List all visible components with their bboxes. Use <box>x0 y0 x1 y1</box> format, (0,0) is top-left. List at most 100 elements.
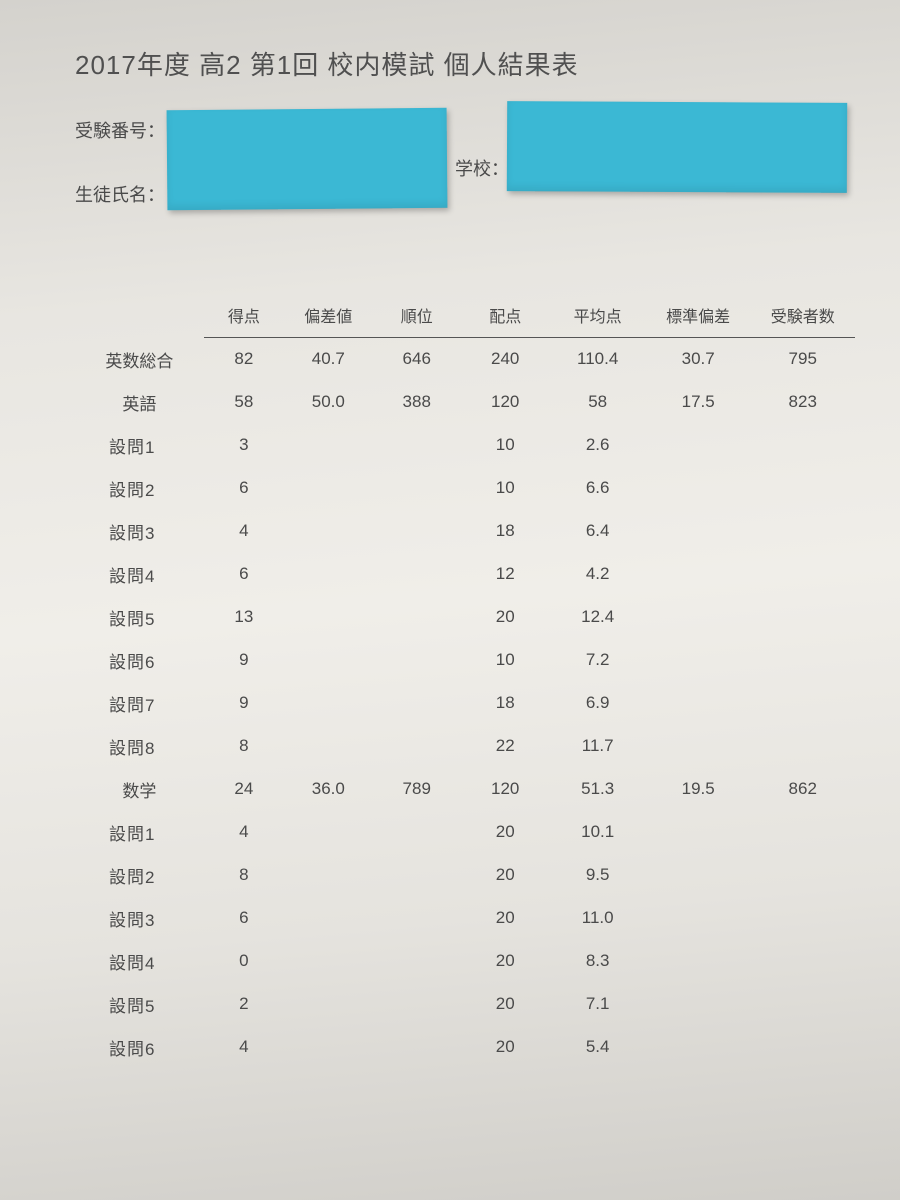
cell-deviation <box>284 811 372 854</box>
cell-deviation <box>284 467 372 510</box>
cell-deviation <box>284 682 372 725</box>
cell-average: 10.1 <box>549 811 645 854</box>
cell-stddev: 30.7 <box>646 338 751 381</box>
cell-label: 設問6 <box>75 1026 204 1069</box>
cell-examinees <box>750 725 855 768</box>
table-row: 数学2436.078912051.319.5862 <box>75 768 855 811</box>
cell-fullmarks: 20 <box>461 854 549 897</box>
cell-deviation <box>284 983 372 1026</box>
sticky-redaction-right <box>507 101 847 193</box>
cell-examinees <box>750 1026 855 1069</box>
table-row: 設問5132012.4 <box>75 596 855 639</box>
cell-fullmarks: 240 <box>461 338 549 381</box>
col-fullmarks: 配点 <box>461 295 549 338</box>
cell-deviation: 40.7 <box>284 338 372 381</box>
cell-deviation: 36.0 <box>284 768 372 811</box>
cell-rank <box>373 897 461 940</box>
cell-rank <box>373 510 461 553</box>
cell-score: 8 <box>204 725 284 768</box>
cell-stddev <box>646 983 751 1026</box>
cell-fullmarks: 10 <box>461 424 549 467</box>
cell-label: 設問5 <box>75 596 204 639</box>
cell-label: 数学 <box>75 768 204 811</box>
cell-rank <box>373 553 461 596</box>
cell-stddev <box>646 897 751 940</box>
cell-average: 5.4 <box>549 1026 645 1069</box>
cell-average: 58 <box>549 381 645 424</box>
cell-score: 13 <box>204 596 284 639</box>
cell-average: 11.7 <box>549 725 645 768</box>
cell-examinees <box>750 639 855 682</box>
page-title: 2017年度 高2 第1回 校内模試 個人結果表 <box>75 45 855 82</box>
cell-rank: 388 <box>373 381 461 424</box>
col-examinees: 受験者数 <box>750 295 855 338</box>
cell-stddev <box>646 854 751 897</box>
cell-fullmarks: 10 <box>461 467 549 510</box>
cell-fullmarks: 18 <box>461 682 549 725</box>
cell-examinees <box>750 811 855 854</box>
student-info: 受験番号： 生徒氏名： 学校： <box>75 117 855 245</box>
cell-stddev <box>646 424 751 467</box>
cell-label: 設問4 <box>75 553 204 596</box>
table-row: 設問13102.6 <box>75 424 855 467</box>
cell-rank: 789 <box>373 768 461 811</box>
cell-deviation <box>284 510 372 553</box>
cell-label: 英数総合 <box>75 338 204 381</box>
table-row: 設問40208.3 <box>75 940 855 983</box>
col-label <box>75 295 204 338</box>
cell-label: 設問2 <box>75 467 204 510</box>
cell-rank <box>373 940 461 983</box>
cell-average: 51.3 <box>549 768 645 811</box>
cell-fullmarks: 20 <box>461 983 549 1026</box>
cell-fullmarks: 20 <box>461 596 549 639</box>
cell-examinees: 795 <box>750 338 855 381</box>
cell-rank <box>373 725 461 768</box>
cell-average: 11.0 <box>549 897 645 940</box>
cell-rank <box>373 596 461 639</box>
cell-score: 3 <box>204 424 284 467</box>
cell-examinees <box>750 467 855 510</box>
cell-label: 設問2 <box>75 854 204 897</box>
cell-deviation <box>284 897 372 940</box>
cell-rank <box>373 1026 461 1069</box>
cell-label: 設問1 <box>75 811 204 854</box>
cell-deviation <box>284 596 372 639</box>
cell-rank <box>373 424 461 467</box>
cell-average: 110.4 <box>549 338 645 381</box>
table-row: 設問64205.4 <box>75 1026 855 1069</box>
cell-fullmarks: 20 <box>461 897 549 940</box>
cell-fullmarks: 22 <box>461 725 549 768</box>
cell-stddev <box>646 1026 751 1069</box>
cell-examinees <box>750 940 855 983</box>
table-row: 設問79186.9 <box>75 682 855 725</box>
cell-average: 7.1 <box>549 983 645 1026</box>
cell-average: 6.4 <box>549 510 645 553</box>
cell-label: 設問3 <box>75 510 204 553</box>
cell-examinees <box>750 596 855 639</box>
table-row: 設問34186.4 <box>75 510 855 553</box>
cell-average: 9.5 <box>549 854 645 897</box>
table-row: 英語5850.03881205817.5823 <box>75 381 855 424</box>
cell-label: 設問5 <box>75 983 204 1026</box>
cell-fullmarks: 20 <box>461 811 549 854</box>
col-rank: 順位 <box>373 295 461 338</box>
cell-stddev: 17.5 <box>646 381 751 424</box>
table-row: 英数総合8240.7646240110.430.7795 <box>75 338 855 381</box>
cell-deviation <box>284 854 372 897</box>
cell-label: 設問7 <box>75 682 204 725</box>
cell-examinees <box>750 553 855 596</box>
table-row: 設問882211.7 <box>75 725 855 768</box>
col-stddev: 標準偏差 <box>646 295 751 338</box>
cell-average: 8.3 <box>549 940 645 983</box>
cell-fullmarks: 10 <box>461 639 549 682</box>
cell-examinees <box>750 983 855 1026</box>
table-row: 設問69107.2 <box>75 639 855 682</box>
cell-rank <box>373 467 461 510</box>
cell-rank <box>373 682 461 725</box>
cell-rank <box>373 639 461 682</box>
cell-stddev <box>646 596 751 639</box>
cell-stddev: 19.5 <box>646 768 751 811</box>
cell-score: 4 <box>204 811 284 854</box>
cell-score: 0 <box>204 940 284 983</box>
table-row: 設問52207.1 <box>75 983 855 1026</box>
